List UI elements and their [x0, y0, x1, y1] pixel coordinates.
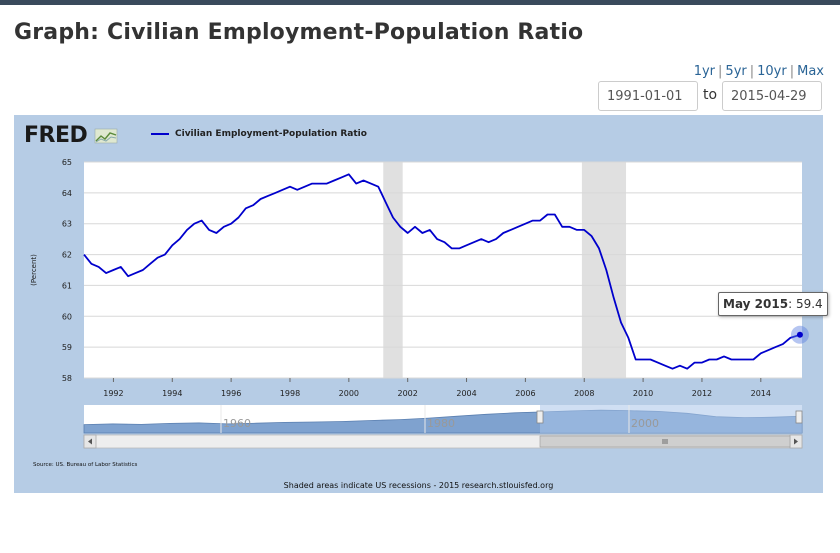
recession-note: Shaded areas indicate US recessions - 20… [283, 481, 554, 490]
navigator-label: 2000 [631, 417, 659, 430]
tooltip-value: 59.4 [795, 297, 823, 311]
y-tick-label: 58 [62, 374, 72, 383]
navigator-selection [540, 405, 802, 433]
recession-band [383, 162, 403, 378]
source-note: Source: US. Bureau of Labor Statistics [33, 462, 138, 468]
x-tick-label: 2000 [339, 389, 359, 398]
fred-logo-text: FRED [24, 123, 88, 148]
range-link-max[interactable]: Max [797, 64, 824, 79]
scroll-right-icon [794, 438, 798, 445]
x-tick-label: 1994 [162, 389, 182, 398]
series-line [83, 173, 801, 370]
chart-panel: 58 59 60 61 62 63 64 65 (Percent) 1992 1994 1996 199… [14, 115, 828, 493]
navigator-handle-right [795, 410, 803, 424]
navigator-label: 1960 [223, 417, 251, 430]
navigator-label: 1980 [427, 417, 455, 430]
x-tick-label: 2012 [692, 389, 712, 398]
x-tick-label: 2004 [456, 389, 476, 398]
top-bar [0, 0, 840, 5]
chart-svg: 58 59 60 61 62 63 64 65 (Percent) 1992 1994 1996 199… [30, 158, 809, 449]
y-tick-label: 62 [62, 251, 72, 260]
y-tick-label: 59 [62, 343, 72, 352]
end-date-input[interactable] [722, 81, 822, 111]
y-tick-label: 60 [62, 312, 72, 321]
y-tick-label: 61 [62, 281, 72, 290]
hover-point [796, 331, 803, 338]
x-tick-label: 1998 [280, 389, 300, 398]
start-date-input[interactable] [598, 81, 698, 111]
y-tick-label: 64 [62, 189, 72, 198]
page-title: Graph: Civilian Employment-Population Ra… [14, 20, 584, 45]
legend-swatch [151, 133, 169, 135]
recession-band [581, 162, 627, 378]
date-to-label: to [703, 87, 718, 103]
chart-glyph-icon [95, 128, 118, 144]
range-link-5yr[interactable]: 5yr [725, 64, 747, 79]
range-link-10yr[interactable]: 10yr [757, 64, 787, 79]
legend-label: Civilian Employment-Population Ratio [175, 129, 367, 139]
range-links: 1yr | 5yr | 10yr | Max [693, 64, 824, 79]
x-tick-label: 2008 [574, 389, 594, 398]
y-tick-label: 63 [62, 220, 72, 229]
x-tick-label: 2014 [751, 389, 771, 398]
x-tick-label: 1996 [221, 389, 241, 398]
navigator-handle-left [536, 410, 544, 424]
y-axis-label: (Percent) [30, 254, 38, 286]
fred-logo: FRED [24, 123, 118, 148]
tooltip-date: May 2015 [723, 297, 789, 311]
plot-area [84, 162, 802, 378]
x-tick-label: 2006 [515, 389, 535, 398]
tooltip: May 2015: 59.4 [718, 292, 828, 316]
x-tick-label: 2010 [633, 389, 653, 398]
x-tick-label: 2002 [398, 389, 418, 398]
legend: Civilian Employment-Population Ratio [151, 129, 367, 139]
y-tick-label: 65 [62, 158, 72, 167]
x-tick-label: 1992 [103, 389, 123, 398]
range-link-1yr[interactable]: 1yr [693, 64, 716, 79]
scroll-left-icon [88, 438, 92, 445]
